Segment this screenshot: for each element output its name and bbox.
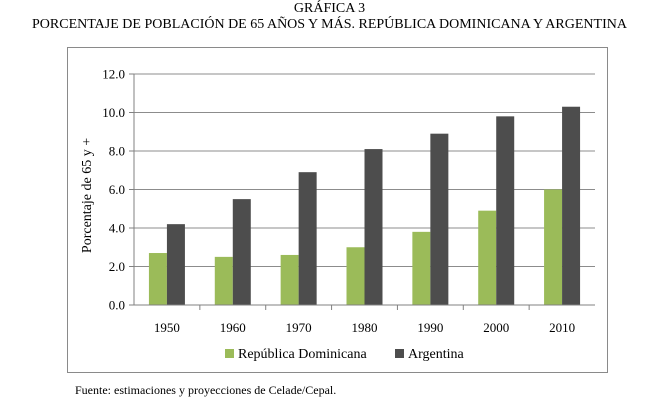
figure-header: GRÁFICA 3 PORCENTAJE DE POBLACIÓN DE 65 …	[0, 0, 659, 33]
source-note: Fuente: estimaciones y proyecciones de C…	[75, 383, 337, 397]
y-tick-label: 4.0	[109, 221, 125, 236]
bar-argentina	[166, 224, 185, 305]
x-tick-label: 1960	[220, 320, 246, 335]
legend-swatch	[225, 349, 234, 358]
bar-republica-dominicana	[412, 231, 431, 305]
x-tick-label: 1970	[286, 320, 312, 335]
x-tick-label: 2010	[549, 320, 575, 335]
axes	[129, 73, 595, 310]
y-tick-label: 10.0	[102, 105, 125, 120]
bar-argentina	[562, 106, 581, 305]
y-tick-label: 8.0	[109, 144, 125, 159]
figure-title: PORCENTAJE DE POBLACIÓN DE 65 AÑOS Y MÁS…	[32, 17, 627, 32]
bar-argentina	[232, 199, 251, 305]
bar-republica-dominicana	[346, 247, 365, 305]
bar-republica-dominicana	[544, 189, 563, 305]
x-tick-label: 1950	[154, 320, 180, 335]
bar-argentina	[496, 116, 515, 305]
chart-frame: 0.0 2.0 4.0 6.0 8.0 10.0 12.0 1950 1960 1970 1980 1…	[67, 47, 608, 373]
y-tick-label: 6.0	[109, 182, 125, 197]
x-tick-label: 1980	[352, 320, 378, 335]
x-tick-label: 2000	[483, 320, 509, 335]
legend-swatch	[395, 349, 404, 358]
legend: República Dominicana Argentina	[225, 347, 465, 362]
bar-republica-dominicana	[148, 253, 167, 305]
bars	[148, 106, 581, 305]
x-tick-label: 1990	[417, 320, 443, 335]
bar-republica-dominicana	[478, 210, 497, 305]
figure-label: GRÁFICA 3	[293, 1, 366, 16]
y-tick-label: 2.0	[109, 259, 125, 274]
bar-republica-dominicana	[214, 256, 233, 305]
legend-label: Argentina	[408, 347, 465, 362]
bar-argentina	[298, 172, 317, 305]
bar-argentina	[430, 133, 449, 305]
bar-chart: 0.0 2.0 4.0 6.0 8.0 10.0 12.0 1950 1960 1970 1980 1…	[80, 67, 595, 362]
y-axis-title: Porcentaje de 65 y +	[80, 138, 95, 253]
legend-label: República Dominicana	[238, 347, 367, 362]
y-tick-label: 0.0	[109, 298, 125, 313]
y-tick-label: 12.0	[102, 67, 125, 82]
tick-labels: 0.0 2.0 4.0 6.0 8.0 10.0 12.0 1950 1960 1970 1980 1…	[80, 67, 575, 336]
bar-republica-dominicana	[280, 254, 299, 305]
bar-argentina	[364, 149, 383, 305]
